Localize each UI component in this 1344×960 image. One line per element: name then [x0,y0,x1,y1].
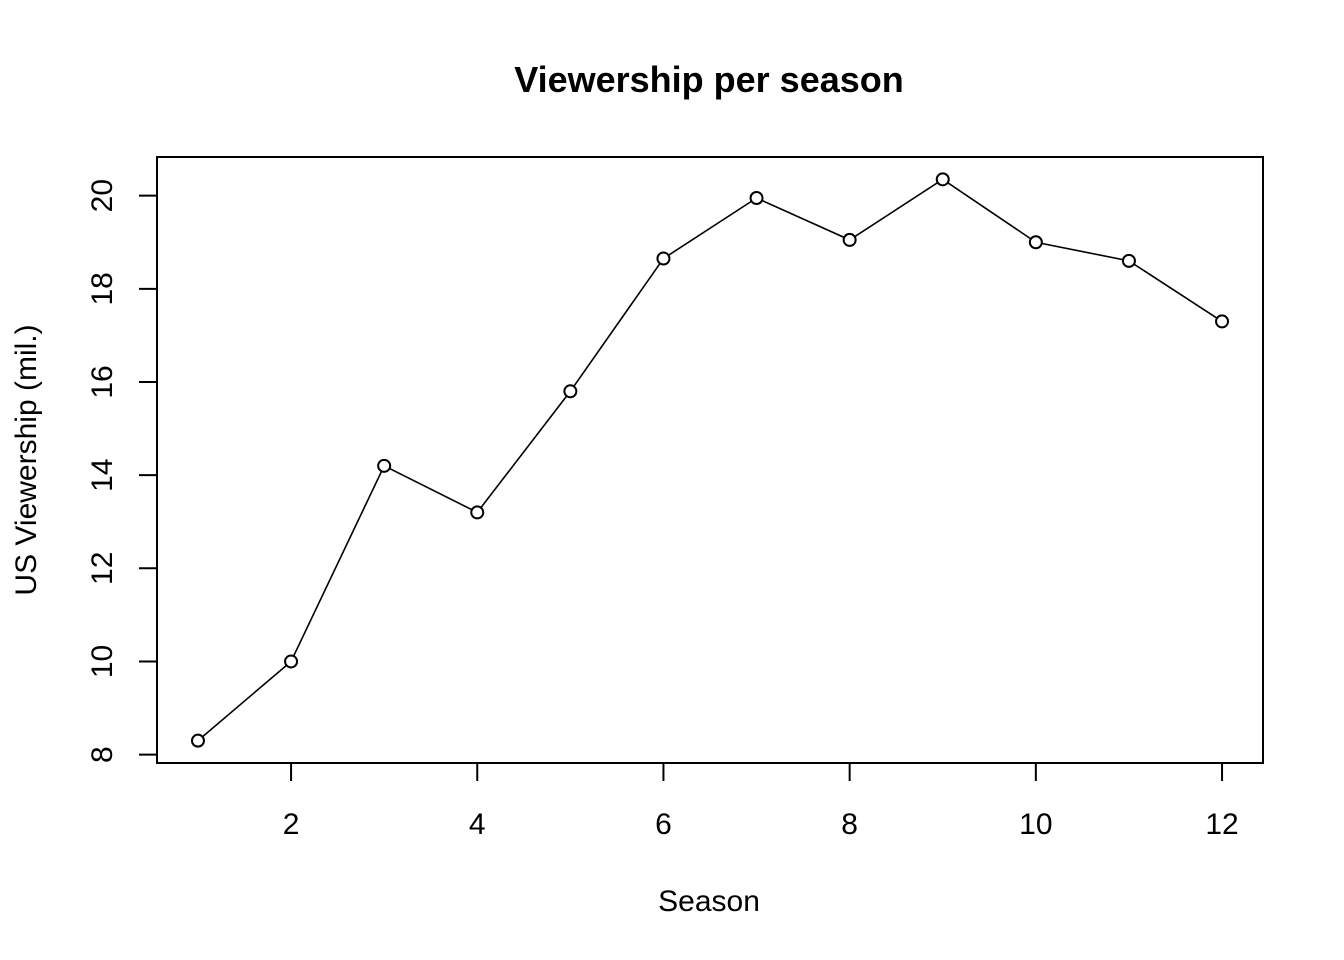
x-tick-label: 6 [655,808,672,841]
y-tick-label: 20 [86,179,119,212]
plot-frame [156,156,1264,764]
data-point-season-7 [749,190,764,205]
y-tick-label: 16 [86,365,119,398]
data-point-season-11 [1121,253,1136,268]
series-line [197,178,1223,742]
x-tick-label: 8 [841,808,858,841]
data-point-season-12 [1215,314,1230,329]
y-tick-label: 14 [86,458,119,491]
x-tick-label: 12 [1205,808,1238,841]
data-point-season-3 [377,458,392,473]
x-tick-label: 4 [469,808,486,841]
data-point-season-1 [190,733,205,748]
y-axis: 8 10 12 14 16 18 20 [86,179,157,763]
data-point-season-9 [935,172,950,187]
x-tick-label: 10 [1019,808,1052,841]
x-tick-label: 2 [283,808,300,841]
x-axis-label: Season [658,885,760,918]
y-tick-label: 18 [86,272,119,305]
y-tick-label: 12 [86,552,119,585]
data-points [190,172,1230,748]
data-point-season-8 [842,232,857,247]
y-axis-label: US Viewership (mil.) [10,324,43,595]
chart-title: Viewership per season [514,59,904,100]
y-tick-label: 10 [86,645,119,678]
data-point-season-5 [563,384,578,399]
y-tick-label: 8 [86,746,119,763]
data-point-season-2 [284,654,299,669]
data-point-season-6 [656,251,671,266]
x-axis: 2 4 6 8 10 12 [283,763,1239,841]
data-point-season-4 [470,505,485,520]
data-point-season-10 [1028,235,1043,250]
